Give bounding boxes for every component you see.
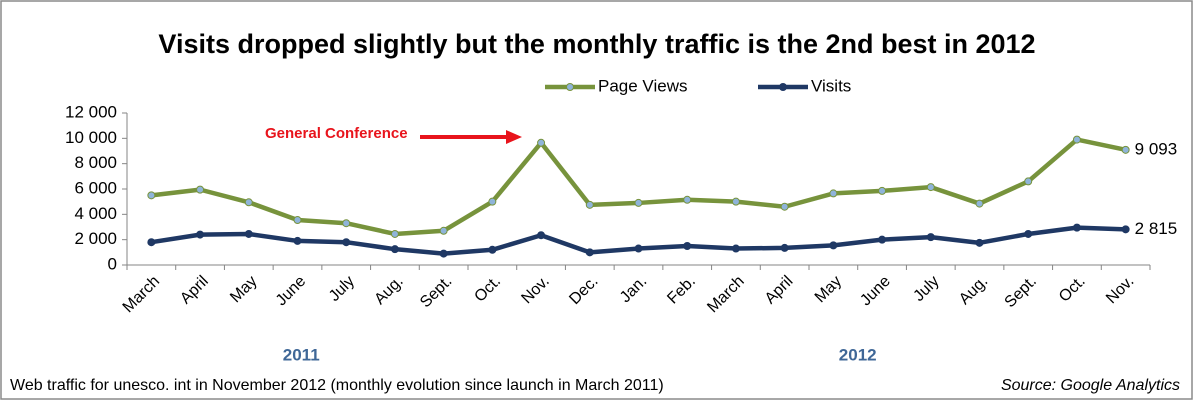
point (1072, 223, 1081, 232)
y-tick-label: 0 (108, 254, 117, 273)
point (293, 216, 302, 225)
point (926, 233, 935, 242)
point (342, 219, 351, 228)
point (537, 138, 546, 147)
group-label: 2011 (283, 345, 320, 364)
legend-label: Visits (811, 76, 851, 95)
point (731, 244, 740, 253)
point (390, 245, 399, 254)
point (975, 199, 984, 208)
y-tick-label: 6 000 (74, 178, 117, 197)
point (683, 242, 692, 250)
value-label: 9 093 (1135, 139, 1178, 158)
point (683, 195, 692, 204)
legend-marker (566, 83, 574, 91)
point (731, 197, 740, 206)
value-label: 2 815 (1135, 219, 1178, 238)
point (829, 189, 838, 198)
point (975, 238, 984, 247)
point (1121, 225, 1130, 234)
point (439, 249, 448, 258)
y-tick-label: 12 000 (65, 102, 117, 121)
annotation: General Conference (265, 125, 408, 142)
legend-label: Page Views (598, 76, 687, 95)
point (196, 185, 205, 194)
point (1024, 177, 1033, 186)
point (634, 244, 643, 253)
point (878, 235, 887, 244)
point (293, 236, 302, 245)
source: Source: Google Analytics (1001, 377, 1180, 394)
annotation-arrowhead (506, 130, 522, 144)
point (1072, 135, 1081, 144)
group-label: 2012 (839, 345, 877, 364)
point (634, 198, 643, 207)
point (1024, 229, 1033, 238)
point (342, 238, 351, 247)
point (244, 229, 253, 238)
y-tick-label: 10 000 (65, 128, 117, 147)
point (439, 226, 448, 235)
y-tick-label: 2 000 (74, 229, 117, 248)
chart-title: Visits dropped slightly but the monthly … (158, 29, 1035, 59)
legend-marker (779, 83, 787, 91)
point (926, 183, 935, 192)
point (147, 238, 156, 247)
point (488, 245, 497, 254)
point (488, 197, 497, 206)
point (585, 248, 594, 257)
y-tick-label: 4 000 (74, 204, 117, 223)
point (244, 198, 253, 207)
point (537, 231, 546, 240)
y-tick-label: 8 000 (74, 153, 117, 172)
point (585, 200, 594, 209)
point (196, 230, 205, 239)
point (1121, 145, 1130, 154)
point (147, 191, 156, 200)
point (878, 186, 887, 195)
point (780, 243, 789, 252)
point (780, 202, 789, 211)
footnote: Web traffic for unesco. int in November … (10, 377, 664, 394)
point (390, 229, 399, 238)
point (829, 241, 838, 250)
